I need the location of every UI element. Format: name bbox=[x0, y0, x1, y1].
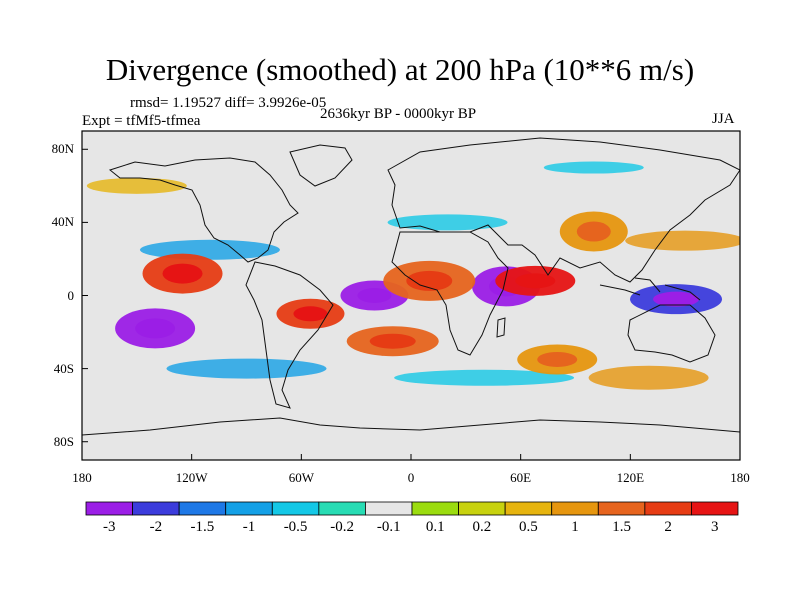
coastline-africa bbox=[391, 231, 509, 356]
colorbar-label: 1 bbox=[571, 519, 579, 535]
x-tick-label: 120W bbox=[175, 470, 208, 485]
colorbar-label: 3 bbox=[710, 519, 719, 535]
x-tick-label: 60W bbox=[288, 470, 314, 485]
field-feature-core bbox=[406, 270, 453, 291]
colorbar-label: -0.5 bbox=[283, 519, 308, 535]
colorbar-swatch bbox=[318, 501, 366, 516]
y-tick-label: 80S bbox=[53, 433, 74, 449]
colorbar-swatch bbox=[691, 501, 739, 516]
colorbar-swatch bbox=[551, 501, 599, 516]
field-band bbox=[588, 365, 709, 390]
colorbar-swatch bbox=[225, 501, 273, 516]
field-feature-core bbox=[653, 291, 700, 307]
y-tick-label: 80N bbox=[51, 141, 74, 157]
field-band bbox=[166, 358, 327, 379]
y-tick-label: 0 bbox=[67, 287, 75, 303]
colorbar-label: 2 bbox=[664, 519, 672, 535]
x-tick-label: 180 bbox=[730, 470, 750, 485]
colorbar-swatch bbox=[132, 501, 180, 516]
colorbar-label: -0.2 bbox=[330, 519, 355, 535]
y-tick-label: 40S bbox=[53, 360, 74, 376]
colorbar-label: -1 bbox=[242, 519, 256, 535]
coastline-north-america bbox=[108, 157, 299, 263]
map-title: Divergence (smoothed) at 200 hPa (10**6 … bbox=[105, 52, 695, 87]
field-feature-core bbox=[135, 318, 176, 339]
coastline-greenland bbox=[289, 144, 353, 187]
colorbar-label: -0.1 bbox=[376, 519, 401, 535]
colorbar bbox=[85, 501, 739, 516]
coastline-madagascar bbox=[496, 317, 506, 338]
axis-ticks bbox=[81, 148, 741, 460]
field-feature-core bbox=[369, 333, 416, 349]
colorbar-label: -1.5 bbox=[190, 519, 215, 535]
x-tick-label: 60E bbox=[510, 470, 532, 485]
colorbar-swatch bbox=[597, 501, 646, 516]
field-feature-core bbox=[162, 263, 203, 284]
colorbar-label: -3 bbox=[103, 519, 116, 535]
x-tick-label: 0 bbox=[407, 470, 415, 485]
period-label: 2636kyr BP - 0000kyr BP bbox=[320, 106, 477, 122]
field-feature-core bbox=[357, 288, 392, 303]
coastline-south-america bbox=[245, 261, 334, 409]
season-label: JJA bbox=[712, 111, 735, 127]
colorbar-swatch bbox=[458, 501, 506, 516]
colorbar-swatch bbox=[644, 501, 692, 516]
field-band bbox=[625, 230, 740, 251]
colorbar-label: 0.5 bbox=[519, 519, 538, 535]
field-feature-core bbox=[576, 221, 611, 242]
colorbar-swatch bbox=[411, 501, 459, 516]
experiment-label: Expt = tfMf5-tfmea bbox=[82, 113, 201, 129]
coastline-australia bbox=[627, 304, 716, 363]
field-band bbox=[86, 177, 187, 194]
field-band bbox=[394, 369, 575, 386]
field-feature-core bbox=[515, 273, 556, 289]
x-tick-label: 180 bbox=[72, 470, 92, 485]
x-tick-label: 120E bbox=[616, 470, 645, 485]
colorbar-label: -2 bbox=[149, 519, 163, 535]
field-band bbox=[543, 161, 644, 174]
coastline-indonesia bbox=[599, 277, 701, 301]
colorbar-swatch bbox=[365, 501, 413, 516]
colorbar-swatch bbox=[85, 501, 133, 516]
rmsd-diff-label: rmsd= 1.19527 diff= 3.9926e-05 bbox=[130, 95, 327, 111]
coastline-antarctica bbox=[82, 417, 740, 436]
colorbar-swatch bbox=[178, 501, 227, 516]
coastlines bbox=[82, 137, 740, 436]
colorbar-swatch bbox=[504, 501, 553, 516]
map-plot-area bbox=[81, 130, 741, 461]
field-feature-core bbox=[293, 306, 328, 322]
colorbar-label: 0.2 bbox=[472, 519, 492, 535]
field-feature-core bbox=[537, 351, 578, 367]
field-band bbox=[387, 214, 508, 231]
y-tick-label: 40N bbox=[51, 214, 74, 230]
colorbar-label: 1.5 bbox=[612, 519, 631, 535]
divergence-field bbox=[86, 161, 740, 390]
colorbar-label: 0.1 bbox=[425, 519, 445, 535]
colorbar-swatch bbox=[271, 501, 320, 516]
